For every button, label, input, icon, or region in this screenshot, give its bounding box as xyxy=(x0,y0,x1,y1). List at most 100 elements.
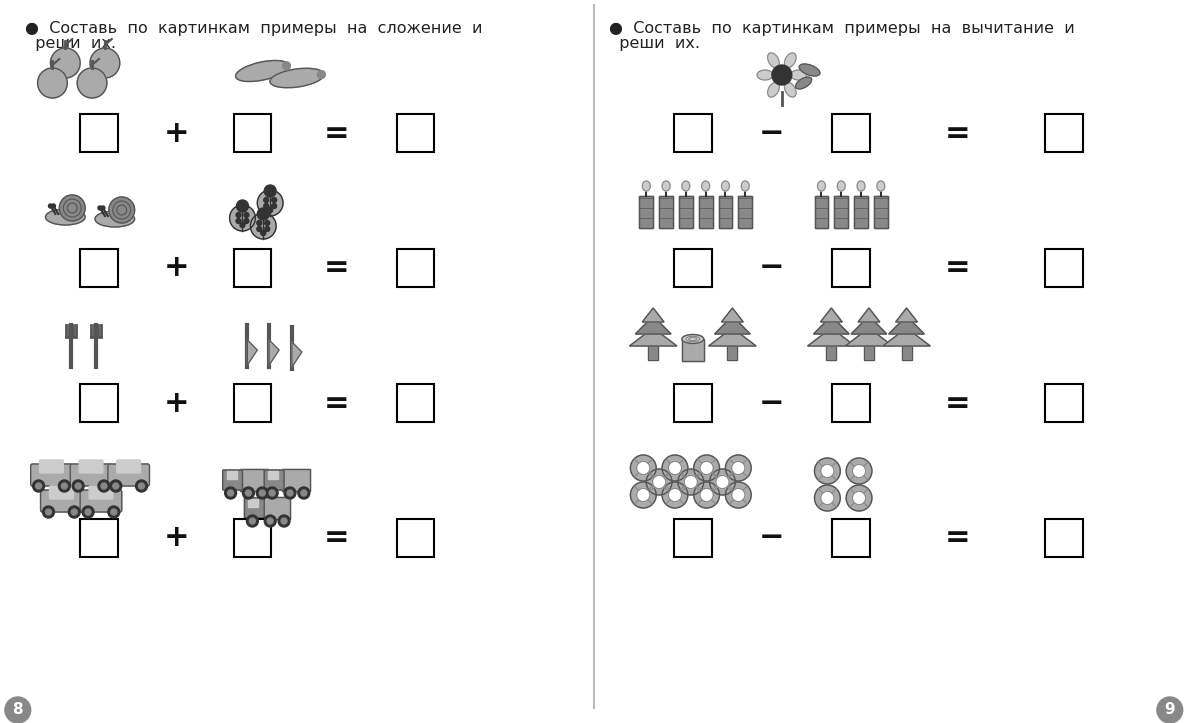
Bar xyxy=(640,196,653,228)
Bar xyxy=(1045,384,1082,422)
Bar xyxy=(698,196,713,228)
Circle shape xyxy=(85,509,91,515)
Circle shape xyxy=(301,490,307,496)
Circle shape xyxy=(113,483,119,489)
FancyBboxPatch shape xyxy=(41,490,82,512)
Bar xyxy=(80,249,118,287)
Circle shape xyxy=(1157,697,1183,723)
Circle shape xyxy=(228,490,234,496)
Bar xyxy=(282,469,310,491)
Circle shape xyxy=(268,518,274,524)
FancyBboxPatch shape xyxy=(80,490,121,512)
Polygon shape xyxy=(721,308,743,322)
Text: =: = xyxy=(324,254,349,283)
FancyBboxPatch shape xyxy=(89,486,113,499)
Circle shape xyxy=(101,483,107,489)
Bar xyxy=(864,346,874,360)
Bar xyxy=(864,346,874,360)
Circle shape xyxy=(229,205,256,231)
Circle shape xyxy=(668,461,682,475)
Circle shape xyxy=(264,185,276,197)
Polygon shape xyxy=(814,316,850,334)
Circle shape xyxy=(242,487,254,499)
Polygon shape xyxy=(821,308,842,322)
Circle shape xyxy=(662,455,688,481)
FancyBboxPatch shape xyxy=(31,464,72,486)
Ellipse shape xyxy=(877,181,884,191)
Circle shape xyxy=(846,485,872,511)
Bar xyxy=(269,471,278,479)
Circle shape xyxy=(68,506,80,518)
Circle shape xyxy=(265,226,270,231)
Ellipse shape xyxy=(791,70,806,80)
Circle shape xyxy=(244,218,248,223)
Bar xyxy=(263,497,290,519)
Circle shape xyxy=(61,483,67,489)
Text: −: − xyxy=(760,119,785,147)
Text: ●  Составь  по  картинкам  примеры  на  вычитание  и: ● Составь по картинкам примеры на вычита… xyxy=(608,21,1074,36)
Circle shape xyxy=(257,190,283,216)
Text: =: = xyxy=(946,388,971,417)
Text: 9: 9 xyxy=(1164,703,1175,717)
Ellipse shape xyxy=(768,53,779,68)
Bar xyxy=(833,249,870,287)
Circle shape xyxy=(821,464,834,478)
Polygon shape xyxy=(858,308,880,322)
Text: реши  их.: реши их. xyxy=(25,36,115,51)
Circle shape xyxy=(678,469,703,495)
Bar xyxy=(854,196,868,228)
Circle shape xyxy=(637,461,650,475)
Circle shape xyxy=(246,490,251,496)
Circle shape xyxy=(282,61,290,70)
FancyBboxPatch shape xyxy=(79,460,103,473)
Circle shape xyxy=(630,482,656,508)
Ellipse shape xyxy=(682,181,690,191)
Bar xyxy=(397,249,434,287)
Text: =: = xyxy=(324,388,349,417)
Text: =: = xyxy=(946,254,971,283)
Circle shape xyxy=(732,461,745,475)
Ellipse shape xyxy=(799,64,820,76)
Circle shape xyxy=(653,475,666,489)
Polygon shape xyxy=(642,308,664,322)
Bar xyxy=(834,196,848,228)
Circle shape xyxy=(246,515,258,527)
Circle shape xyxy=(772,65,792,85)
Circle shape xyxy=(244,213,248,218)
Bar xyxy=(827,346,836,360)
Ellipse shape xyxy=(785,82,796,97)
Circle shape xyxy=(700,461,713,475)
FancyBboxPatch shape xyxy=(40,460,64,473)
Bar xyxy=(738,196,752,228)
Circle shape xyxy=(52,204,55,208)
Bar xyxy=(1045,519,1082,557)
Bar xyxy=(1045,114,1082,152)
Circle shape xyxy=(815,485,840,511)
Circle shape xyxy=(136,480,148,492)
Circle shape xyxy=(709,469,736,495)
Circle shape xyxy=(269,490,275,496)
Text: +: + xyxy=(163,388,188,417)
Ellipse shape xyxy=(682,335,703,343)
Bar xyxy=(815,196,828,228)
Bar xyxy=(397,384,434,422)
Bar xyxy=(397,114,434,152)
Polygon shape xyxy=(292,342,302,367)
Circle shape xyxy=(821,491,834,505)
Bar xyxy=(263,497,290,519)
Circle shape xyxy=(37,68,67,98)
Circle shape xyxy=(50,48,80,78)
Circle shape xyxy=(138,483,144,489)
Circle shape xyxy=(236,218,241,223)
Polygon shape xyxy=(845,328,893,346)
Circle shape xyxy=(76,483,82,489)
Circle shape xyxy=(265,221,270,226)
Circle shape xyxy=(108,506,120,518)
Circle shape xyxy=(36,483,42,489)
Circle shape xyxy=(732,488,745,502)
Circle shape xyxy=(46,509,52,515)
Bar xyxy=(833,114,870,152)
Ellipse shape xyxy=(817,181,826,191)
Bar xyxy=(240,469,269,491)
Polygon shape xyxy=(895,308,918,322)
